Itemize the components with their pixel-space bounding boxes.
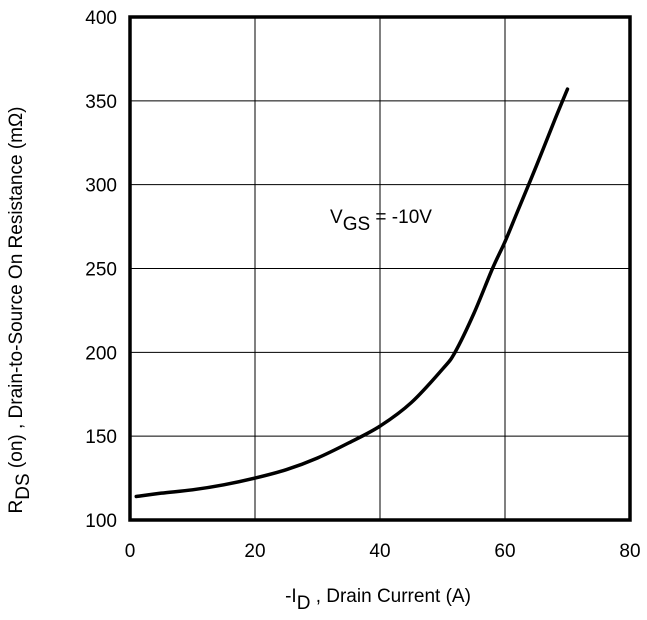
x-axis-label: -ID , Drain Current (A) [285,586,471,614]
x-tick-label: 0 [125,541,136,562]
annotation-main: V [330,207,343,228]
y-axis-label-sub: DS [13,473,34,499]
x-tick-label: 40 [369,541,390,562]
x-axis-label-sub: D [297,593,311,614]
annotation-sub: GS [343,214,370,235]
y-tick-label: 350 [85,92,117,113]
plot-frame [128,15,632,522]
grid-lines [130,17,630,520]
y-tick-label: 400 [85,8,117,29]
y-axis-label: RDS (on) , Drain-to-Source On Resistance… [6,106,34,513]
y-axis-label-suffix: (on) , Drain-to-Source On Resistance (mΩ… [6,106,27,473]
series-line-layer [134,87,570,499]
y-axis-label-main: R [6,500,27,514]
x-axis-label-suffix: , Drain Current (A) [310,586,470,607]
x-axis-label-prefix: -I [285,586,297,607]
x-tick-labels: 0 20 40 60 80 [125,541,641,562]
y-tick-labels: 100 150 200 250 300 350 400 [85,8,117,532]
y-tick-label: 300 [85,176,117,197]
y-tick-label: 250 [85,260,117,281]
annotation-vgs: VGS = -10V [330,207,432,235]
series-line [134,87,570,499]
y-tick-label: 200 [85,343,117,364]
annotation-suffix: = -10V [370,207,432,228]
x-tick-label: 20 [244,541,265,562]
y-tick-label: 150 [85,427,117,448]
y-tick-label: 100 [85,511,117,532]
x-tick-label: 60 [494,541,515,562]
x-tick-label: 80 [619,541,640,562]
